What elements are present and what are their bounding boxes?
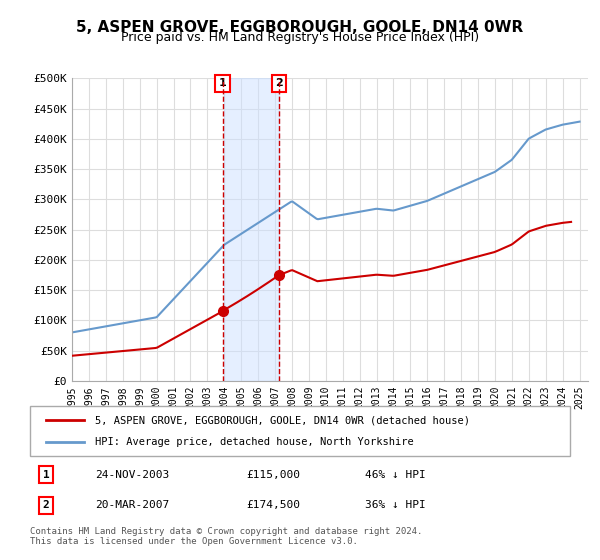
Bar [224, 78, 279, 381]
FancyBboxPatch shape [30, 406, 570, 456]
Text: Price paid vs. HM Land Registry's House Price Index (HPI): Price paid vs. HM Land Registry's House … [121, 31, 479, 44]
Text: 2: 2 [275, 78, 283, 88]
Text: £174,500: £174,500 [246, 501, 300, 510]
Text: £115,000: £115,000 [246, 470, 300, 479]
Text: Contains HM Land Registry data © Crown copyright and database right 2024.
This d: Contains HM Land Registry data © Crown c… [30, 526, 422, 546]
Text: HPI: Average price, detached house, North Yorkshire: HPI: Average price, detached house, Nort… [95, 437, 413, 447]
Text: 5, ASPEN GROVE, EGGBOROUGH, GOOLE, DN14 0WR: 5, ASPEN GROVE, EGGBOROUGH, GOOLE, DN14 … [76, 20, 524, 35]
Text: 1: 1 [218, 78, 226, 88]
Text: 36% ↓ HPI: 36% ↓ HPI [365, 501, 425, 510]
Text: 46% ↓ HPI: 46% ↓ HPI [365, 470, 425, 479]
Text: 20-MAR-2007: 20-MAR-2007 [95, 501, 169, 510]
Text: 1: 1 [43, 470, 50, 479]
Text: 2: 2 [43, 501, 50, 510]
Text: 5, ASPEN GROVE, EGGBOROUGH, GOOLE, DN14 0WR (detached house): 5, ASPEN GROVE, EGGBOROUGH, GOOLE, DN14 … [95, 415, 470, 425]
Text: 24-NOV-2003: 24-NOV-2003 [95, 470, 169, 479]
